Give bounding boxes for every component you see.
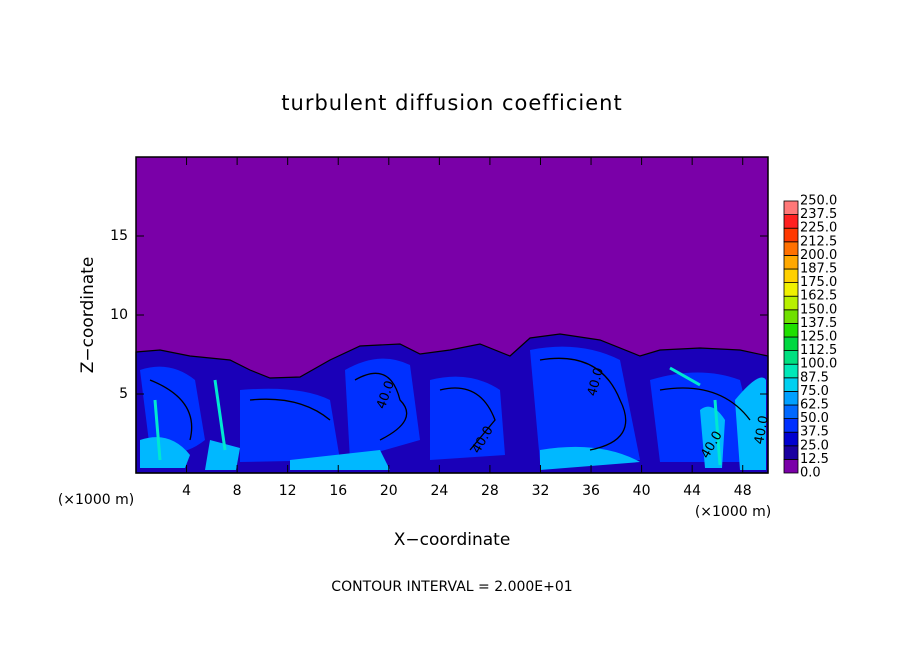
colorbar-swatch (783, 309, 799, 324)
colorbar-swatch (783, 200, 799, 216)
x-tick-label: 24 (430, 483, 448, 499)
contour-label: 40.0 (585, 366, 607, 398)
colorbar-label: 187.5 (800, 262, 837, 277)
x-tick-label: 40 (633, 483, 651, 499)
x-axis-label: X−coordinate (394, 530, 511, 550)
colorbar-label: 12.5 (800, 452, 829, 467)
colorbar-swatch (783, 268, 799, 284)
colorbar-label: 100.0 (800, 357, 837, 372)
colorbar-label: 37.5 (800, 425, 829, 440)
colorbar-swatch (783, 377, 799, 392)
colorbar-label: 62.5 (800, 398, 829, 413)
x-tick-label: 48 (734, 483, 752, 499)
field-streak (153, 366, 722, 466)
colorbar-label: 162.5 (800, 289, 837, 304)
colorbar-swatch (783, 295, 799, 311)
colorbar-swatch (783, 336, 799, 352)
colorbar-label: 250.0 (800, 194, 837, 209)
y-tick-label: 10 (110, 307, 128, 323)
chart-title: turbulent diffusion coefficient (281, 91, 622, 115)
x-unit-label: (×1000 m) (58, 492, 134, 508)
colorbar-swatch (783, 431, 799, 447)
colorbar-label: 75.0 (800, 384, 829, 399)
colorbar-swatch (783, 390, 799, 406)
colorbar-label: 25.0 (800, 438, 829, 453)
x-tick-label: 28 (481, 483, 499, 499)
colorbar-label: 237.5 (800, 207, 837, 222)
colorbar-label: 175.0 (800, 275, 837, 290)
colorbar-swatch (783, 227, 799, 243)
colorbar-swatch (783, 363, 799, 379)
colorbar-label: 150.0 (800, 302, 837, 317)
colorbar-swatch (783, 350, 799, 365)
colorbar-swatch (783, 458, 799, 474)
y-tick-label: 15 (110, 228, 128, 244)
x-tick-label: 44 (683, 483, 701, 499)
colorbar-label: 112.5 (800, 343, 837, 358)
field (135, 157, 769, 474)
x-unit-label: (×1000 m) (695, 504, 771, 520)
colorbar-swatch (783, 404, 799, 420)
contour-line (149, 357, 751, 451)
x-tick-label: 32 (532, 483, 550, 499)
colorbar-swatch (783, 322, 799, 338)
x-tick-label: 4 (182, 483, 191, 499)
colorbar-label: 87.5 (800, 370, 829, 385)
colorbar-label: 212.5 (800, 234, 837, 249)
colorbar-label: 125.0 (800, 330, 837, 345)
colorbar-swatch (783, 241, 799, 256)
x-tick-label: 20 (380, 483, 398, 499)
colorbar-swatch (783, 254, 799, 270)
colorbar-label: 0.0 (800, 466, 821, 481)
colorbar-swatch (783, 282, 799, 297)
x-tick-label: 8 (233, 483, 242, 499)
colorbar-label: 137.5 (800, 316, 837, 331)
colorbar-label: 50.0 (800, 411, 829, 426)
x-tick-label: 16 (329, 483, 347, 499)
y-tick-label: 5 (119, 386, 128, 402)
colorbar-label: 225.0 (800, 221, 837, 236)
colorbar-label: 200.0 (800, 248, 837, 263)
y-axis-label: Z−coordinate (78, 257, 98, 374)
colorbar-swatch (783, 418, 799, 433)
x-tick-label: 36 (582, 483, 600, 499)
colorbar-swatch (783, 445, 799, 460)
colorbar-swatch (783, 214, 799, 229)
x-tick-label: 12 (279, 483, 297, 499)
contour-label: 40.0 (752, 414, 772, 445)
footer-note: CONTOUR INTERVAL = 2.000E+01 (331, 579, 572, 595)
